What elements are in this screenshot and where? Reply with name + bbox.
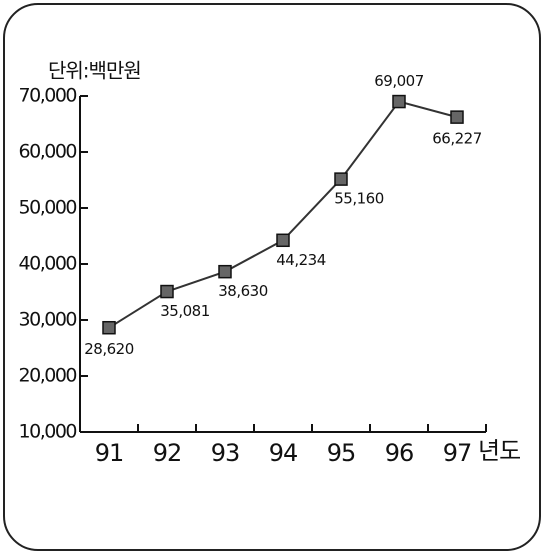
x-tick-label: 91 bbox=[95, 439, 124, 467]
marker bbox=[392, 94, 406, 109]
x-tick-label: 96 bbox=[385, 439, 414, 467]
y-tick-label: 50,000 bbox=[19, 197, 77, 219]
data-label: 44,234 bbox=[276, 251, 326, 269]
y-tick-label: 10,000 bbox=[19, 421, 77, 443]
data-label: 38,630 bbox=[218, 282, 268, 300]
x-tick-label: 92 bbox=[153, 439, 182, 467]
marker bbox=[450, 110, 464, 124]
x-tick-label: 93 bbox=[211, 439, 240, 467]
frame bbox=[3, 3, 541, 551]
x-tick-label: 94 bbox=[269, 439, 298, 467]
data-label: 35,081 bbox=[160, 302, 210, 320]
data-label: 66,227 bbox=[432, 130, 482, 148]
x-axis-label: 년도 bbox=[478, 437, 520, 465]
y-tick-label: 20,000 bbox=[19, 365, 77, 387]
y-tick-label: 60,000 bbox=[19, 141, 77, 163]
data-label: 55,160 bbox=[334, 190, 384, 208]
data-label: 69,007 bbox=[374, 72, 424, 90]
y-tick-label: 30,000 bbox=[19, 309, 77, 331]
marker bbox=[160, 284, 174, 299]
marker bbox=[218, 264, 232, 279]
y-tick-label: 40,000 bbox=[19, 253, 77, 275]
data-label: 28,620 bbox=[84, 340, 134, 358]
x-tick-label: 97 bbox=[443, 439, 472, 467]
marker bbox=[334, 172, 348, 186]
y-axis-label: 단위:백만원 bbox=[48, 59, 141, 83]
x-tick-label: 95 bbox=[327, 439, 356, 467]
y-tick-label: 70,000 bbox=[19, 85, 77, 107]
marker bbox=[276, 233, 290, 248]
marker bbox=[102, 320, 116, 335]
